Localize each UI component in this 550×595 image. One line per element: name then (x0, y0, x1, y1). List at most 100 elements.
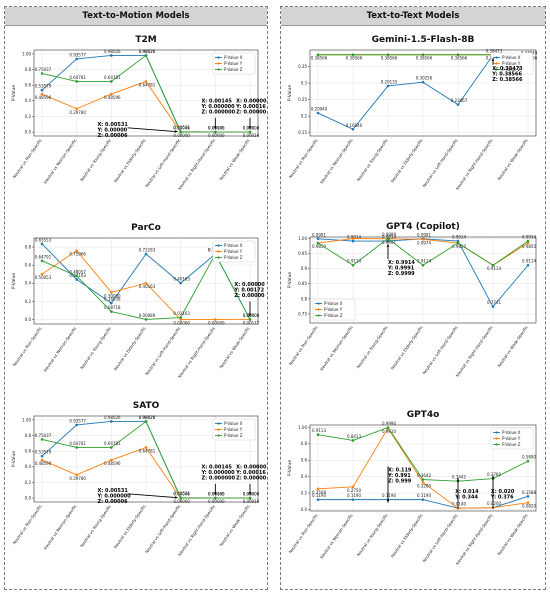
chart-title: SATO (133, 401, 160, 411)
data-point (144, 80, 148, 83)
data-label: 0.00000 (173, 320, 190, 325)
data-point (351, 263, 355, 267)
legend-box (212, 240, 256, 263)
y-tick-label: 0.75 (298, 311, 307, 316)
annotation-text: Y: 0.000000 (200, 470, 235, 476)
data-label: 0.1190 (417, 493, 431, 498)
x-tick-label: Neutral vs Woman-Specific (43, 138, 78, 185)
y-tick-label: 0.0 (25, 495, 32, 500)
annotation-text: X: 0.9914 (388, 260, 415, 266)
data-point (110, 446, 113, 449)
text-to-motion-panel: Text-to-Motion Models (4, 6, 268, 590)
x-tick-label: Neutral vs Elderly-Specific (113, 326, 147, 372)
x-tick-label: Neutral vs Woman-Specific (43, 326, 78, 373)
annotation-text: Y: 0.9991 (387, 266, 415, 272)
x-tick-label: Neutral vs Right-Hand-Specific (177, 326, 216, 379)
data-point (144, 252, 148, 256)
data-label: 0.3760 (487, 472, 501, 477)
annotation-arrowhead (386, 499, 390, 503)
data-label: 0.53579 (35, 84, 52, 89)
annotation-text: Y: 0.991 (387, 473, 411, 479)
data-point (421, 80, 425, 84)
y-tick-label: 0.4 (25, 98, 32, 103)
data-point (75, 249, 78, 253)
x-tick-label: Neutral vs Woman-Specific (43, 504, 78, 551)
data-label: 0.9914 (452, 235, 466, 240)
data-point (110, 301, 113, 305)
data-point (110, 54, 113, 57)
data-label: 0.00145 (208, 125, 225, 130)
legend-label: P-Value X (324, 301, 343, 306)
annotation-text: Y: 0.000000 (96, 493, 131, 499)
legend-label: P-Value Y (324, 307, 343, 312)
data-label: 0.3442 (452, 475, 466, 480)
x-tick-label: Neutral vs Elderly-Specific (390, 325, 424, 371)
data-point (316, 241, 320, 245)
legend-marker (217, 62, 220, 65)
legend-box (312, 298, 356, 321)
annotation-text: X: 0.00531 (97, 122, 128, 128)
y-tick-label: 0.6 (25, 83, 32, 88)
data-point (110, 291, 113, 294)
y-tick-label: 0.6 (25, 449, 32, 454)
data-label: 0.37949 (521, 50, 538, 55)
data-point (110, 310, 113, 313)
data-label: 0.48057 (69, 269, 86, 274)
data-point (75, 278, 78, 281)
data-label: 0.64781 (139, 448, 156, 453)
x-tick-label: Neutral vs Right-Hand-Specific (455, 325, 494, 378)
data-point (456, 241, 460, 245)
legend-label: P-Value Z (224, 433, 243, 438)
x-tick-label: Neutral vs Weak-Specific (496, 325, 529, 369)
annotation-text: Y: 0.00016 (235, 470, 266, 476)
data-label: 0.44163 (69, 273, 86, 278)
data-label: 0.00000 (208, 133, 225, 138)
legend-marker (217, 434, 220, 437)
legend-marker (317, 302, 320, 305)
legend-box (490, 427, 534, 450)
y-tick-label: 0.8 (301, 296, 308, 301)
y-tick-label: 0.35 (298, 64, 307, 69)
x-tick-label: Neutral vs Right-Hand-Specific (455, 138, 494, 191)
data-label: 0.16040 (346, 123, 363, 128)
data-point (421, 498, 425, 501)
x-tick-label: Neutral vs Man-Specific (288, 325, 319, 367)
data-point (386, 53, 390, 57)
data-point (214, 496, 217, 500)
annotation-arrow (127, 127, 178, 133)
y-tick-label: 0.95 (298, 251, 307, 256)
data-label: 0.9974 (417, 240, 431, 245)
legend-marker (217, 250, 220, 253)
x-tick-label: Neutral vs Weak-Specific (218, 138, 251, 182)
chart-title: GPT4 (Copilot) (386, 222, 460, 232)
data-point (40, 272, 44, 276)
data-point (75, 80, 78, 83)
data-label: 0.64781 (104, 75, 121, 80)
data-label: 0.98026 (139, 415, 156, 420)
data-point (248, 318, 252, 321)
data-point (316, 237, 320, 241)
data-label: 0.64781 (104, 441, 121, 446)
data-point (144, 54, 148, 57)
data-point (40, 438, 44, 441)
data-point (351, 237, 355, 240)
x-tick-label: Neutral vs Man-Specific (288, 513, 319, 555)
data-label: 0.75037 (35, 433, 52, 438)
legend-marker (217, 256, 220, 259)
data-label: 0.5890 (522, 455, 536, 460)
data-label: 0.83553 (35, 237, 52, 242)
data-point (110, 420, 113, 423)
legend-label: P-Value Y (224, 427, 243, 432)
data-label: 0.9850 (452, 244, 466, 249)
x-tick-label: Neutral vs Young-Specific (356, 325, 389, 369)
data-point (110, 92, 113, 96)
data-point (248, 496, 252, 500)
data-point (421, 263, 425, 267)
data-label: 0.2750 (347, 488, 361, 493)
x-tick-label: Neutral vs Elderly-Specific (390, 513, 424, 559)
data-label: 0.1190 (382, 493, 396, 498)
data-point (456, 53, 460, 57)
data-label: 0.98026 (139, 415, 156, 420)
annotation-arrowhead (248, 492, 252, 496)
data-label: 0.38566 (311, 56, 328, 61)
